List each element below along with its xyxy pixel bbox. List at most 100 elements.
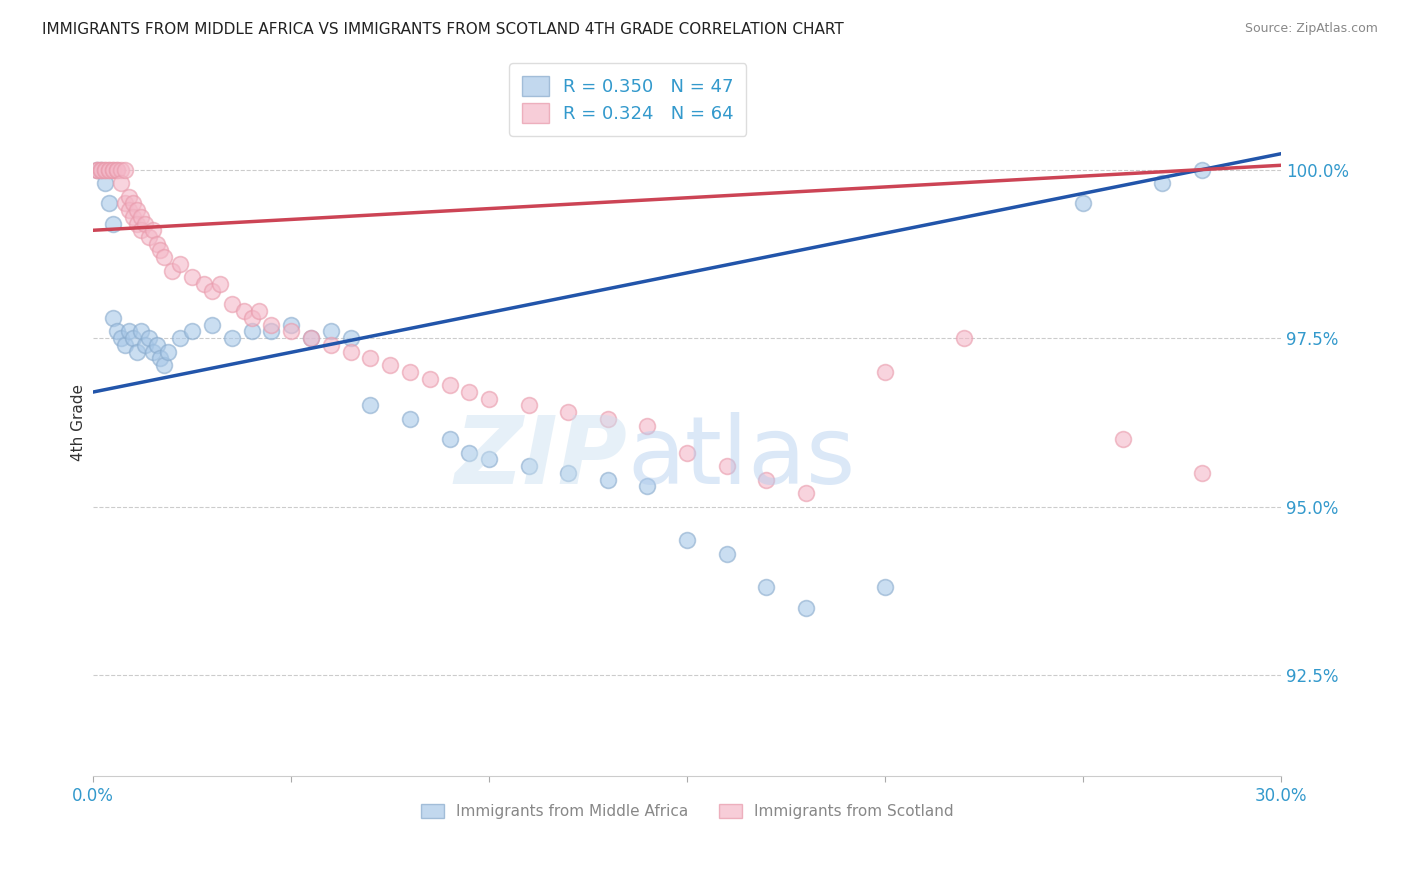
Point (260, 318, 283, 332)
Point (458, 384, 481, 399)
Point (193, 277, 215, 292)
Point (953, 331, 976, 345)
Point (94, 176, 117, 190)
Point (98, 162, 121, 177)
Point (249, 304, 271, 318)
Point (201, 318, 224, 332)
Point (145, 236, 167, 251)
Point (105, 162, 128, 177)
Point (517, 459, 540, 474)
Point (105, 162, 128, 177)
Point (676, 533, 699, 548)
Point (319, 338, 342, 352)
Point (125, 217, 148, 231)
Point (637, 418, 659, 433)
Point (260, 324, 283, 338)
Y-axis label: 4th Grade: 4th Grade (72, 384, 86, 461)
Text: ZIP: ZIP (454, 412, 627, 504)
Point (129, 210, 152, 224)
Point (90, 162, 112, 177)
Point (478, 392, 501, 406)
Point (755, 473, 778, 487)
Point (138, 331, 160, 345)
Point (201, 284, 224, 298)
Point (240, 310, 263, 325)
Point (142, 223, 165, 237)
Point (110, 176, 132, 190)
Legend: Immigrants from Middle Africa, Immigrants from Scotland: Immigrants from Middle Africa, Immigrant… (415, 797, 959, 825)
Point (359, 351, 381, 366)
Point (794, 600, 817, 615)
Point (1111, 432, 1133, 446)
Point (716, 547, 738, 561)
Point (240, 324, 263, 338)
Point (86, 162, 108, 177)
Point (118, 202, 141, 217)
Point (1191, 162, 1213, 177)
Point (86, 162, 108, 177)
Point (110, 162, 132, 177)
Point (121, 331, 143, 345)
Point (359, 399, 381, 413)
Point (596, 473, 619, 487)
Point (637, 479, 659, 493)
Point (181, 324, 204, 338)
Point (299, 331, 322, 345)
Point (319, 324, 342, 338)
Point (208, 277, 231, 292)
Point (478, 452, 501, 467)
Point (114, 196, 136, 211)
Point (110, 331, 132, 345)
Point (419, 371, 441, 385)
Point (149, 351, 172, 366)
Point (145, 338, 167, 352)
Point (280, 324, 302, 338)
Point (439, 378, 461, 392)
Point (873, 581, 896, 595)
Point (125, 344, 148, 359)
Point (101, 162, 124, 177)
Point (118, 324, 141, 338)
Point (101, 310, 124, 325)
Point (129, 324, 152, 338)
Text: IMMIGRANTS FROM MIDDLE AFRICA VS IMMIGRANTS FROM SCOTLAND 4TH GRADE CORRELATION : IMMIGRANTS FROM MIDDLE AFRICA VS IMMIGRA… (42, 22, 844, 37)
Point (86, 162, 108, 177)
Point (339, 331, 361, 345)
Point (90, 162, 112, 177)
Point (94, 162, 117, 177)
Point (557, 405, 579, 419)
Point (399, 365, 422, 379)
Point (142, 344, 165, 359)
Point (1071, 196, 1094, 211)
Point (232, 304, 254, 318)
Point (129, 223, 152, 237)
Point (716, 459, 738, 474)
Point (557, 466, 579, 480)
Point (339, 344, 361, 359)
Point (101, 162, 124, 177)
Point (162, 263, 184, 277)
Point (873, 365, 896, 379)
Point (181, 270, 204, 285)
Point (94, 162, 117, 177)
Point (101, 217, 124, 231)
Point (221, 331, 243, 345)
Point (118, 189, 141, 203)
Point (221, 297, 243, 311)
Point (125, 202, 148, 217)
Point (121, 196, 143, 211)
Point (114, 338, 136, 352)
Point (169, 257, 191, 271)
Text: atlas: atlas (627, 412, 856, 504)
Point (169, 331, 191, 345)
Point (90, 162, 112, 177)
Text: Source: ZipAtlas.com: Source: ZipAtlas.com (1244, 22, 1378, 36)
Point (134, 338, 156, 352)
Point (149, 244, 172, 258)
Point (596, 412, 619, 426)
Point (114, 162, 136, 177)
Point (439, 432, 461, 446)
Point (1191, 466, 1213, 480)
Point (153, 358, 176, 372)
Point (153, 250, 176, 264)
